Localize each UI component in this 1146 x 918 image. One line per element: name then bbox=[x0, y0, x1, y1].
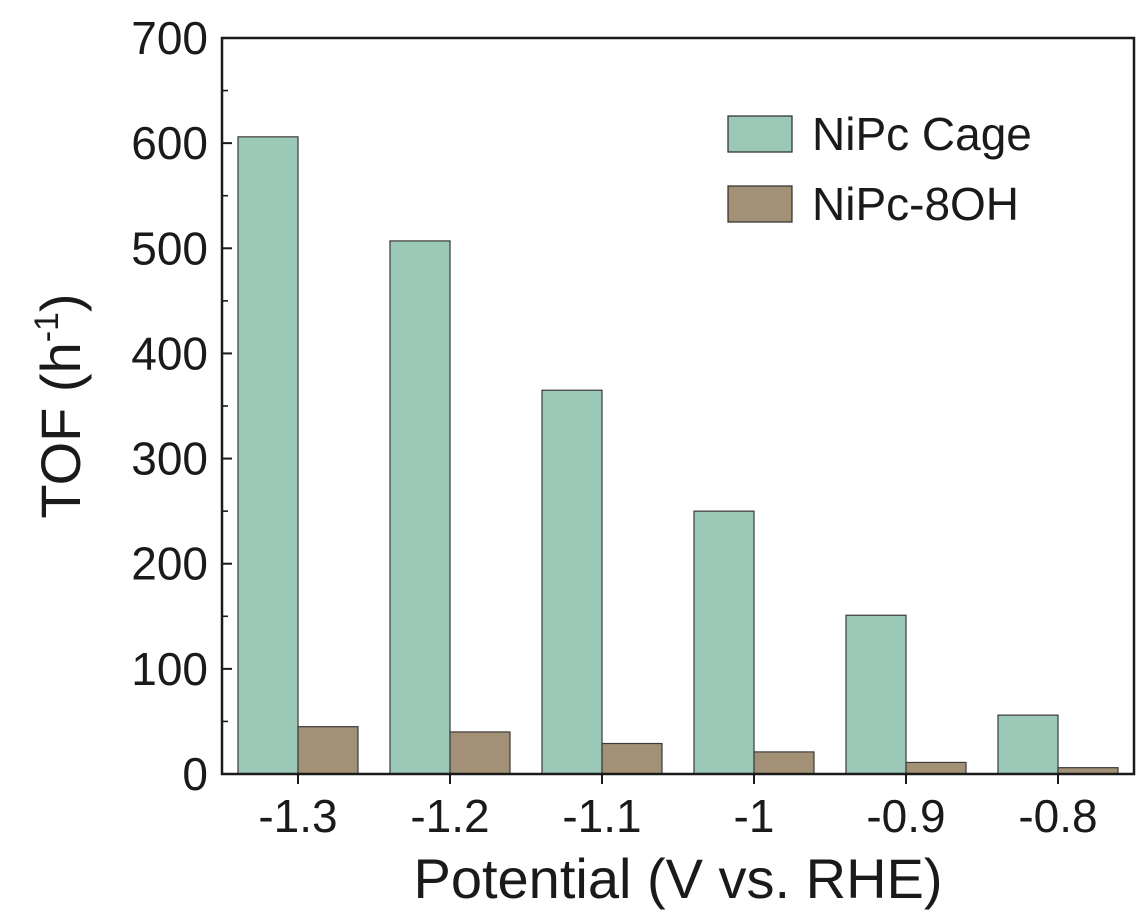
bar-nipc-8oh bbox=[297, 726, 359, 775]
y-axis-title-close: ) bbox=[29, 293, 92, 312]
x-tick-label: -0.9 bbox=[866, 790, 945, 842]
bar-nipc-cage bbox=[389, 240, 451, 775]
x-axis-title: Potential (V vs. RHE) bbox=[413, 847, 942, 910]
y-tick-label: 500 bbox=[131, 222, 208, 274]
legend-swatch-nipc-cage bbox=[727, 115, 793, 153]
legend-swatch-nipc-8oh bbox=[727, 185, 793, 223]
bar-nipc-8oh bbox=[449, 731, 511, 775]
legend-label-nipc-8oh: NiPc-8OH bbox=[812, 178, 1019, 230]
y-tick-label: 100 bbox=[131, 643, 208, 695]
x-tick-label: -1.2 bbox=[410, 790, 489, 842]
y-tick-label: 200 bbox=[131, 538, 208, 590]
legend: NiPc Cage NiPc-8OH bbox=[727, 108, 1032, 230]
y-axis-title-superscript: -1 bbox=[28, 312, 66, 342]
bar-nipc-cage bbox=[845, 614, 907, 775]
bar-nipc-cage bbox=[997, 714, 1059, 775]
bars bbox=[237, 136, 1119, 775]
bar-nipc-8oh bbox=[753, 751, 815, 775]
bar-nipc-8oh bbox=[905, 761, 967, 775]
plot-frame bbox=[220, 36, 1136, 776]
bar-nipc-cage bbox=[693, 510, 755, 775]
y-tick-label: 0 bbox=[182, 748, 208, 800]
x-tick-label: -1.1 bbox=[562, 790, 641, 842]
y-tick-label: 700 bbox=[131, 12, 208, 64]
bar-nipc-8oh bbox=[601, 742, 663, 775]
tick-labels: 0 100 200 300 400 500 600 700 -1.3 -1.2 -1.1 -1 -0.9… bbox=[131, 12, 1097, 842]
bar-nipc-cage bbox=[237, 136, 299, 775]
x-tick-label: -1.3 bbox=[258, 790, 337, 842]
legend-label-nipc-cage: NiPc Cage bbox=[812, 108, 1032, 160]
y-axis-title: TOF (h-1) bbox=[28, 293, 92, 518]
bar-nipc-cage bbox=[541, 389, 603, 775]
y-tick-label: 400 bbox=[131, 327, 208, 379]
x-tick-label: -1 bbox=[734, 790, 775, 842]
y-tick-label: 300 bbox=[131, 433, 208, 485]
y-tick-label: 600 bbox=[131, 117, 208, 169]
x-tick-label: -0.8 bbox=[1018, 790, 1097, 842]
y-axis-title-main: TOF (h bbox=[29, 342, 92, 518]
